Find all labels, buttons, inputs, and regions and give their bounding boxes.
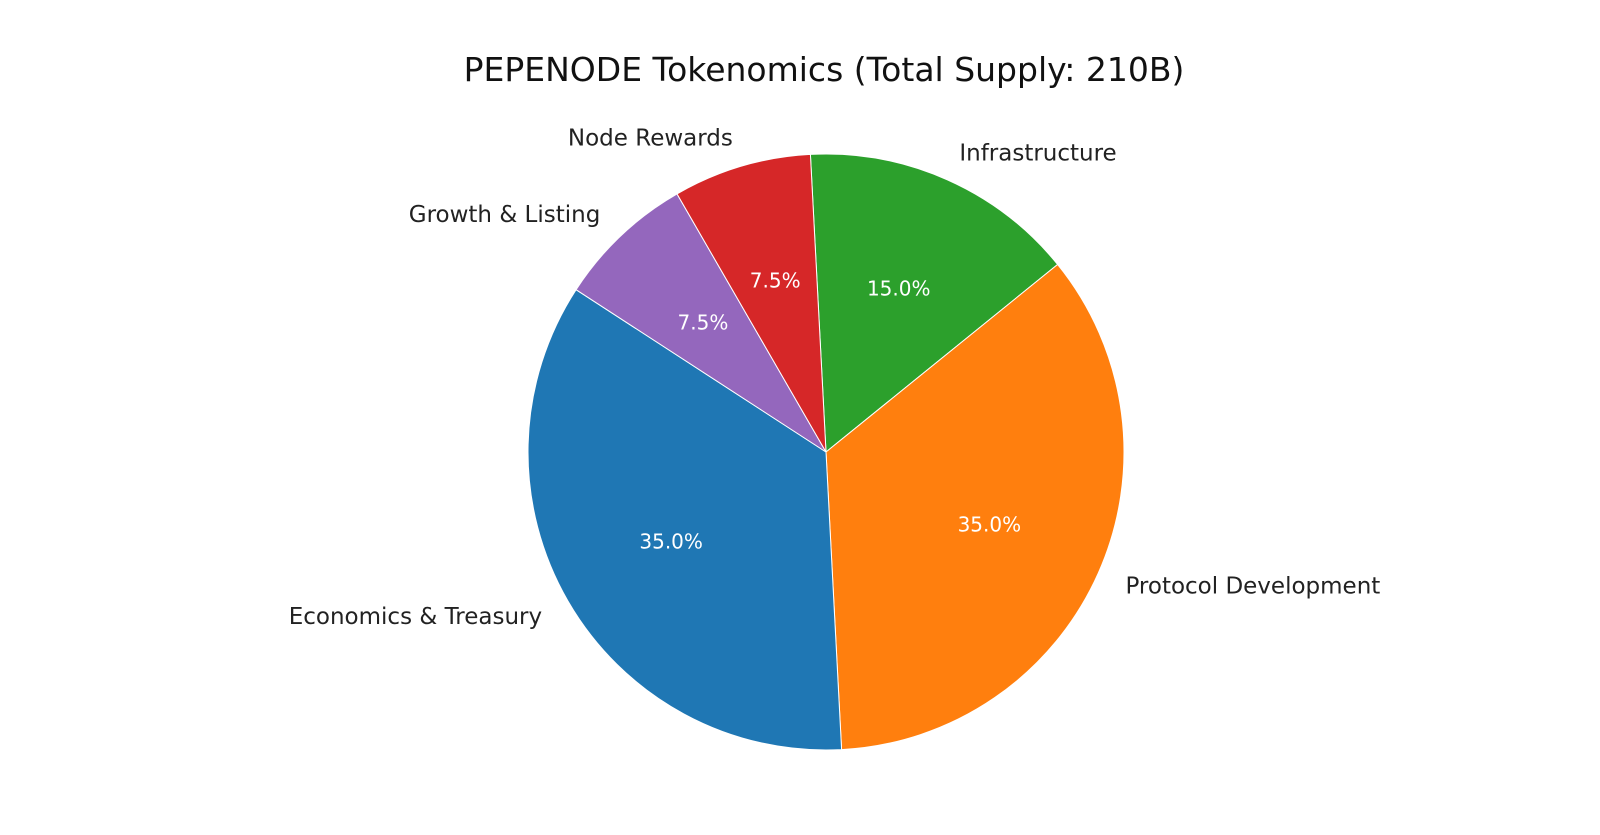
pie-labels: 15.0% Infrastructure 35.0% Protocol Develop… <box>289 126 1381 630</box>
slice-label-node-rewards: Node Rewards <box>568 126 733 152</box>
pie-slices <box>527 153 1125 751</box>
pct-label-infrastructure: 15.0% <box>867 277 931 301</box>
pie-slice-node-rewards <box>676 153 827 453</box>
pct-label-growth-and-listing: 7.5% <box>678 310 729 334</box>
pct-label-protocol-development: 35.0% <box>958 513 1022 537</box>
chart-title: PEPENODE Tokenomics (Total Supply: 210B) <box>464 50 1185 89</box>
slice-label-economics-and-treasury: Economics & Treasury <box>289 604 542 630</box>
pct-label-node-rewards: 7.5% <box>750 269 801 293</box>
pct-label-economics-and-treasury: 35.0% <box>639 529 703 553</box>
pie-slice-infrastructure <box>809 153 1059 454</box>
slice-label-infrastructure: Infrastructure <box>959 141 1116 167</box>
pie-slice-economics-and-treasury <box>527 289 843 751</box>
pie-slice-protocol-development <box>825 263 1125 751</box>
slice-label-protocol-development: Protocol Development <box>1125 573 1380 599</box>
pie-slice-growth-and-listing <box>575 193 827 453</box>
slice-label-growth-and-listing: Growth & Listing <box>409 202 601 228</box>
